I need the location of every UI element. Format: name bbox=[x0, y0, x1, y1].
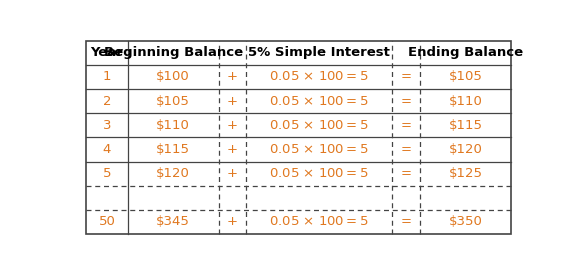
Text: +: + bbox=[227, 70, 238, 83]
Text: +: + bbox=[227, 95, 238, 108]
Text: +: + bbox=[227, 167, 238, 180]
Text: 1: 1 bbox=[103, 70, 111, 83]
Text: =: = bbox=[401, 143, 412, 156]
Text: +: + bbox=[227, 143, 238, 156]
Text: 0.05 × $100 = $5: 0.05 × $100 = $5 bbox=[269, 70, 369, 83]
Text: 4: 4 bbox=[103, 143, 111, 156]
Text: 0.05 × $100 = $5: 0.05 × $100 = $5 bbox=[269, 167, 369, 180]
Text: =: = bbox=[401, 167, 412, 180]
Text: Year: Year bbox=[90, 46, 124, 59]
Text: 0.05 × $100 = $5: 0.05 × $100 = $5 bbox=[269, 143, 369, 156]
Text: $115: $115 bbox=[448, 119, 483, 132]
Text: $120: $120 bbox=[156, 167, 190, 180]
Text: $120: $120 bbox=[448, 143, 482, 156]
Text: Ending Balance: Ending Balance bbox=[408, 46, 523, 59]
Text: +: + bbox=[227, 215, 238, 228]
Text: 3: 3 bbox=[103, 119, 111, 132]
Text: 0.05 × $100 = $5: 0.05 × $100 = $5 bbox=[269, 119, 369, 132]
Text: $105: $105 bbox=[156, 95, 190, 108]
Text: $350: $350 bbox=[448, 215, 482, 228]
Text: $110: $110 bbox=[156, 119, 190, 132]
Text: +: + bbox=[227, 119, 238, 132]
Text: =: = bbox=[401, 215, 412, 228]
Text: 5: 5 bbox=[103, 167, 111, 180]
Text: 0.05 × $100 = $5: 0.05 × $100 = $5 bbox=[269, 95, 369, 108]
Text: 5% Simple Interest: 5% Simple Interest bbox=[248, 46, 390, 59]
Text: 50: 50 bbox=[99, 215, 115, 228]
Text: =: = bbox=[401, 95, 412, 108]
Text: =: = bbox=[401, 119, 412, 132]
Text: $125: $125 bbox=[448, 167, 483, 180]
Text: 2: 2 bbox=[103, 95, 111, 108]
Text: =: = bbox=[401, 70, 412, 83]
Text: $100: $100 bbox=[156, 70, 190, 83]
Text: $115: $115 bbox=[156, 143, 190, 156]
Text: 0.05 × $100 = $5: 0.05 × $100 = $5 bbox=[269, 215, 369, 228]
Text: $345: $345 bbox=[156, 215, 190, 228]
Text: $105: $105 bbox=[448, 70, 482, 83]
Text: Beginning Balance: Beginning Balance bbox=[104, 46, 243, 59]
Text: $110: $110 bbox=[448, 95, 482, 108]
